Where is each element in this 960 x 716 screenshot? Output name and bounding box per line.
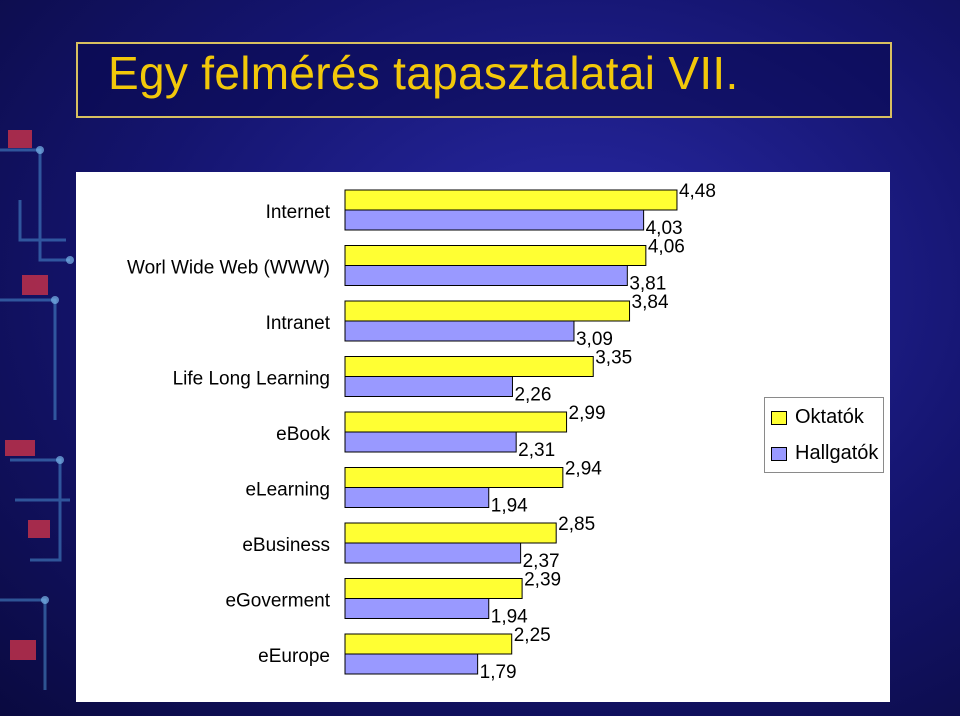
value-label-hallgat-k-internet: 4,03 [646, 218, 683, 239]
value-label-oktat-k-ebook: 2,99 [569, 403, 606, 424]
bar-oktat-k-worl-wide-web-www [344, 245, 647, 266]
value-label-oktat-k-worl-wide-web-www: 4,06 [648, 237, 685, 258]
value-label-hallgat-k-ebook: 2,31 [518, 440, 555, 461]
legend-swatch-hallgatok [771, 446, 787, 461]
bar-chart: Internet 4,48 4,03 Worl Wide Web (WWW) 4,06 3… [127, 181, 716, 683]
value-label-hallgat-k-intranet: 3,09 [576, 329, 613, 350]
legend-item-oktatok: Oktatók [771, 406, 864, 429]
bar-oktat-k-life-long-learning [344, 356, 594, 377]
legend-swatch-oktatok [771, 410, 787, 425]
bar-oktat-k-eeurope [344, 633, 513, 655]
category-label-ebusiness: eBusiness [242, 535, 330, 556]
category-label-ebook: eBook [276, 424, 330, 445]
value-label-hallgat-k-life-long-learning: 2,26 [514, 385, 551, 406]
bar-hallgat-k-life-long-learning [344, 376, 513, 397]
category-label-worl-wide-web-www: Worl Wide Web (WWW) [127, 258, 330, 279]
bar-hallgat-k-internet [344, 209, 645, 231]
value-label-oktat-k-ebusiness: 2,85 [558, 514, 595, 535]
category-label-elearning: eLearning [245, 480, 330, 501]
value-label-oktat-k-egoverment: 2,39 [524, 570, 561, 591]
bar-hallgat-k-ebook [344, 431, 517, 453]
bar-hallgat-k-intranet [344, 320, 575, 342]
chart-legend: Oktatók Hallgatók [764, 397, 884, 473]
value-label-oktat-k-eeurope: 2,25 [514, 625, 551, 646]
bar-oktat-k-elearning [344, 467, 564, 488]
bar-oktat-k-ebook [344, 411, 568, 433]
category-label-egoverment: eGoverment [225, 591, 330, 612]
title-frame [76, 42, 892, 118]
category-label-internet: Internet [266, 202, 331, 223]
bar-oktat-k-egoverment [344, 578, 523, 599]
bar-hallgat-k-egoverment [344, 598, 490, 619]
value-label-hallgat-k-worl-wide-web-www: 3,81 [629, 274, 666, 295]
bar-hallgat-k-worl-wide-web-www [344, 265, 628, 286]
value-label-oktat-k-life-long-learning: 3,35 [595, 348, 632, 369]
value-label-oktat-k-elearning: 2,94 [565, 459, 602, 480]
bar-hallgat-k-eeurope [344, 653, 479, 675]
category-label-intranet: Intranet [266, 313, 331, 334]
value-label-hallgat-k-ebusiness: 2,37 [523, 551, 560, 572]
bar-oktat-k-internet [344, 189, 678, 211]
value-label-oktat-k-internet: 4,48 [679, 181, 716, 202]
legend-item-hallgatok: Hallgatók [771, 442, 878, 465]
category-label-life-long-learning: Life Long Learning [173, 369, 330, 390]
bar-oktat-k-intranet [344, 300, 631, 322]
bar-hallgat-k-ebusiness [344, 542, 522, 564]
chart-panel: Internet 4,48 4,03 Worl Wide Web (WWW) 4,06 3… [76, 172, 890, 702]
value-label-hallgat-k-elearning: 1,94 [491, 496, 528, 517]
value-label-hallgat-k-egoverment: 1,94 [491, 607, 528, 628]
bar-hallgat-k-elearning [344, 487, 490, 508]
value-label-hallgat-k-eeurope: 1,79 [480, 662, 517, 683]
category-label-eeurope: eEurope [258, 646, 330, 667]
bar-oktat-k-ebusiness [344, 522, 557, 544]
slide-title: Egy felmérés tapasztalatai VII. [108, 47, 739, 99]
legend-label-hallgatok: Hallgatók [795, 442, 879, 464]
value-label-oktat-k-intranet: 3,84 [632, 292, 669, 313]
legend-label-oktatok: Oktatók [795, 406, 864, 428]
